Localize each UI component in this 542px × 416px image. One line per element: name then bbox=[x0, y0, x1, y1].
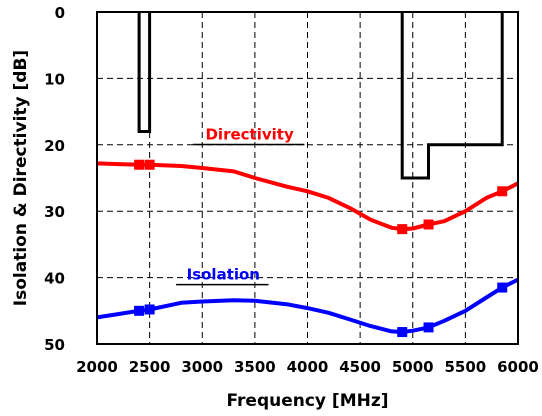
directivity-label: Directivity bbox=[205, 125, 293, 143]
x-tick-label: 2500 bbox=[129, 358, 171, 376]
directivity-marker bbox=[397, 224, 408, 235]
y-tick-label: 40 bbox=[44, 270, 65, 288]
x-tick-label: 4500 bbox=[339, 358, 381, 376]
x-tick-label: 3000 bbox=[181, 358, 223, 376]
annotations: Directivity Isolation bbox=[176, 125, 305, 286]
y-axis-title: Isolation & Directivity [dB] bbox=[11, 50, 31, 306]
directivity-marker bbox=[497, 186, 508, 197]
plot-frame bbox=[96, 11, 519, 345]
x-tick-label: 5000 bbox=[392, 358, 434, 376]
x-tick-label: 3500 bbox=[234, 358, 276, 376]
x-tick-label: 4000 bbox=[287, 358, 329, 376]
y-tick-label: 50 bbox=[44, 336, 65, 354]
y-tick-label: 30 bbox=[44, 203, 65, 221]
isolation-marker bbox=[144, 304, 155, 315]
directivity-marker bbox=[423, 219, 434, 230]
isolation-marker bbox=[134, 305, 145, 316]
isolation-marker bbox=[423, 322, 434, 333]
y-tick-label: 0 bbox=[55, 4, 65, 22]
directivity-line bbox=[96, 161, 519, 232]
tick-labels: 2000 2500 3000 3500 4000 4500 5000 5500 6000 0 10 2… bbox=[44, 4, 539, 376]
spec-limit-line bbox=[400, 12, 504, 180]
directivity-marker bbox=[144, 159, 155, 170]
y-tick-label: 10 bbox=[44, 70, 65, 88]
y-tick-label: 20 bbox=[44, 137, 65, 155]
isolation-marker bbox=[397, 327, 408, 338]
isolation-line bbox=[96, 277, 519, 334]
grid-lines bbox=[97, 12, 518, 344]
series-lines bbox=[96, 12, 519, 334]
isolation-marker bbox=[497, 282, 508, 293]
isolation-label: Isolation bbox=[187, 266, 260, 284]
spec-limit-line bbox=[137, 12, 152, 133]
directivity-marker bbox=[134, 159, 145, 170]
x-axis-title: Frequency [MHz] bbox=[227, 391, 389, 411]
x-tick-label: 2000 bbox=[76, 358, 118, 376]
x-tick-label: 6000 bbox=[497, 358, 539, 376]
series-markers bbox=[134, 159, 508, 338]
x-tick-label: 5500 bbox=[445, 358, 487, 376]
